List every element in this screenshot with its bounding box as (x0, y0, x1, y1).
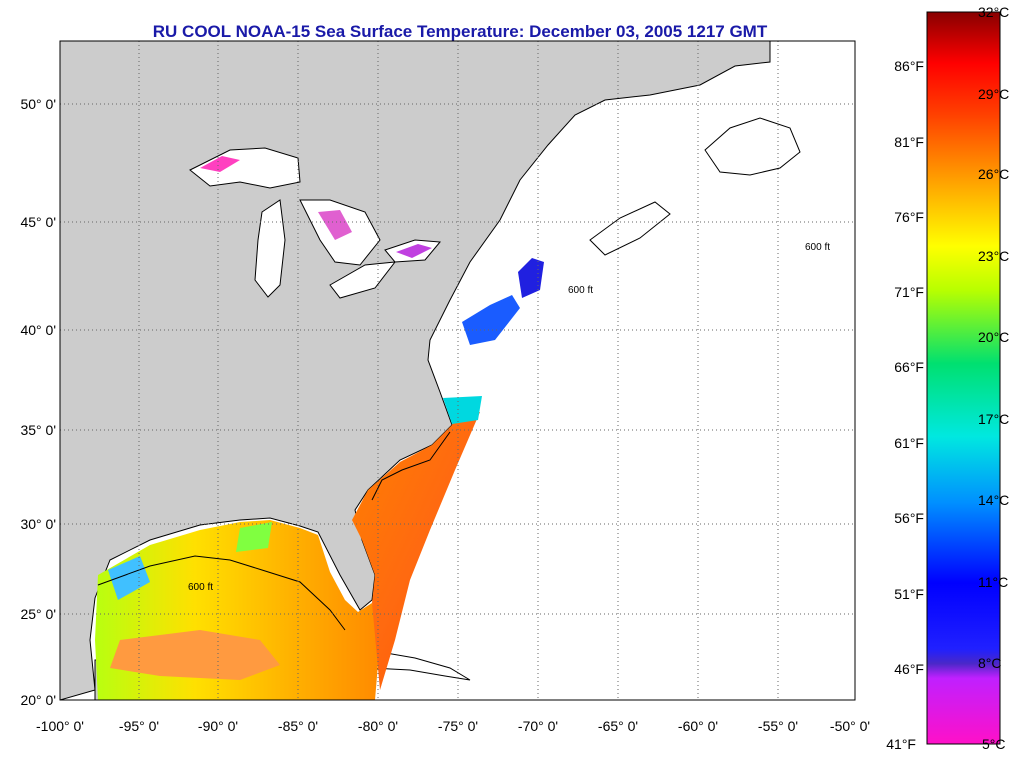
lon-label-70: -70° 0' (517, 718, 559, 734)
colorbar-f-76: 76°F (894, 209, 924, 225)
colorbar-c-26: 26°C (978, 166, 1010, 182)
colorbar-f-41: 41°F (886, 736, 916, 752)
colorbar-c-17: 17°C (978, 411, 1010, 427)
lon-label-55: -55° 0' (757, 718, 799, 734)
contour-label-gulf: 600 ft (188, 582, 213, 593)
colorbar-f-86: 86°F (894, 58, 924, 74)
lon-label-65: -65° 0' (597, 718, 639, 734)
colorbar-f-51: 51°F (894, 586, 924, 602)
lat-label-35: 35° 0' (20, 422, 56, 438)
lon-label-80: -80° 0' (357, 718, 399, 734)
colorbar-c-20: 20°C (978, 329, 1010, 345)
lon-label-95: -95° 0' (118, 718, 160, 734)
lat-label-20: 20° 0' (20, 692, 56, 708)
lon-label-90: -90° 0' (197, 718, 239, 734)
sst-swath (95, 258, 544, 700)
colorbar-f-56: 56°F (894, 510, 924, 526)
lat-label-50: 50° 0' (20, 96, 56, 112)
lat-label-40: 40° 0' (20, 322, 56, 338)
lat-label-45: 45° 0' (20, 214, 56, 230)
contour-label-gulf-of-maine: 600 ft (568, 285, 593, 296)
lat-label-25: 25° 0' (20, 606, 56, 622)
map-border (59, 40, 856, 701)
lon-label-75: -75° 0' (437, 718, 479, 734)
colorbar-c-23: 23°C (978, 248, 1010, 264)
lon-label-60: -60° 0' (677, 718, 719, 734)
colorbar-c-14: 14°C (978, 492, 1010, 508)
lat-label-30: 30° 0' (20, 516, 56, 532)
temperature-colorbar (926, 11, 1001, 745)
land-newfoundland (704, 117, 801, 176)
lon-label-100: -100° 0' (36, 718, 84, 734)
contour-600ft-atlantic (371, 431, 451, 501)
colorbar-f-66: 66°F (894, 359, 924, 375)
map-title: RU COOL NOAA-15 Sea Surface Temperature:… (152, 22, 768, 41)
colorbar-f-71: 71°F (894, 284, 924, 300)
colorbar-f-46: 46°F (894, 661, 924, 677)
graticule (60, 41, 855, 700)
colorbar-f-61: 61°F (894, 435, 924, 451)
lon-label-85: -85° 0' (277, 718, 319, 734)
contour-label-grand-banks: 600 ft (805, 242, 830, 253)
colorbar-c-8: 8°C (978, 655, 1002, 671)
lon-label-50: -50° 0' (829, 718, 871, 734)
colorbar-c-5: 5°C (982, 736, 1006, 752)
land-north-america (60, 41, 771, 700)
colorbar-c-32: 32°C (978, 4, 1010, 20)
colorbar-c-29: 29°C (978, 86, 1010, 102)
land-nova-scotia (589, 201, 671, 256)
colorbar-f-81: 81°F (894, 134, 924, 150)
colorbar-c-11: 11°C (978, 574, 1009, 590)
contour-600ft-gulf (97, 555, 346, 631)
